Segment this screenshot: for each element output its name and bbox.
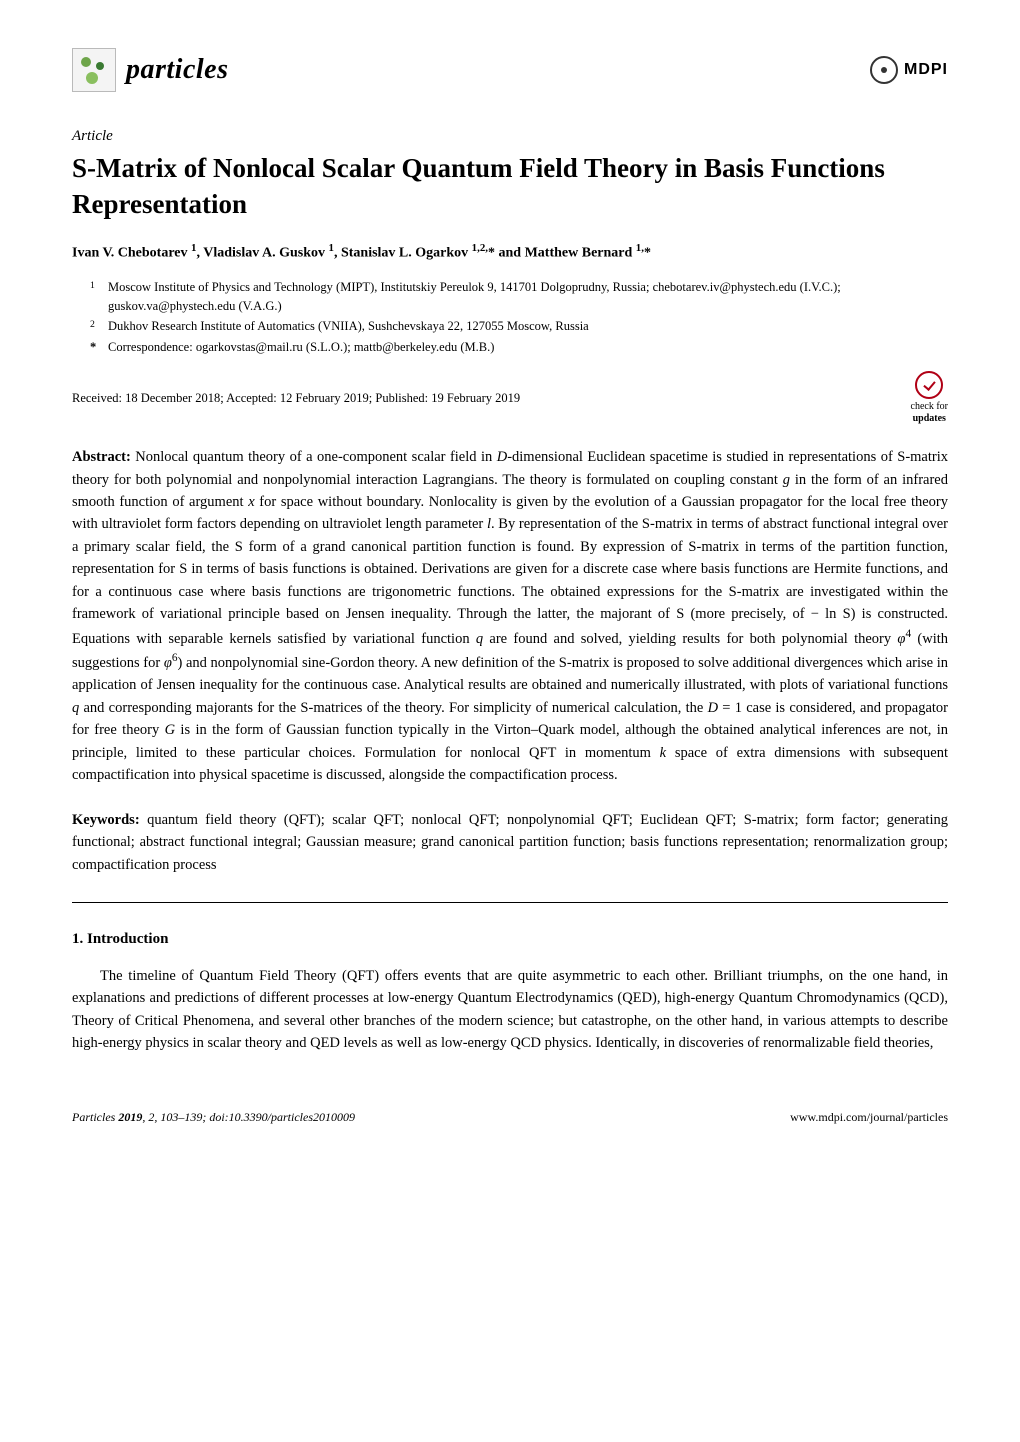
footer-url: www.mdpi.com/journal/particles	[790, 1109, 948, 1126]
check-for-updates-badge[interactable]: check for updates	[911, 371, 948, 424]
section-heading: 1. Introduction	[72, 929, 948, 951]
footer-citation: Particles 2019, 2, 103–139; doi:10.3390/…	[72, 1109, 355, 1126]
publisher-block: MDPI	[870, 56, 948, 84]
keywords-label: Keywords:	[72, 812, 140, 828]
affiliation-row: * Correspondence: ogarkovstas@mail.ru (S…	[90, 338, 948, 357]
affiliation-row: 2 Dukhov Research Institute of Automatic…	[90, 317, 948, 336]
correspondence-marker: *	[90, 338, 100, 357]
updates-check-icon	[915, 371, 943, 399]
updates-label-bottom: updates	[911, 413, 948, 425]
keywords-block: Keywords: quantum field theory (QFT); sc…	[72, 809, 948, 876]
affiliation-number: 1	[90, 278, 100, 317]
dates-row: Received: 18 December 2018; Accepted: 12…	[72, 371, 948, 424]
article-title: S-Matrix of Nonlocal Scalar Quantum Fiel…	[72, 150, 948, 223]
mdpi-logo-icon	[870, 56, 898, 84]
abstract-block: Abstract: Nonlocal quantum theory of a o…	[72, 446, 948, 787]
page-footer: Particles 2019, 2, 103–139; doi:10.3390/…	[72, 1109, 948, 1126]
affiliation-number: 2	[90, 317, 100, 336]
updates-label-top: check for	[911, 401, 948, 413]
article-type-label: Article	[72, 126, 948, 148]
journal-logo-icon	[72, 48, 116, 92]
divider	[72, 902, 948, 903]
abstract-text: Nonlocal quantum theory of a one-compone…	[72, 449, 948, 783]
page-header: particles MDPI	[72, 48, 948, 92]
publisher-name: MDPI	[904, 58, 948, 81]
affiliation-text: Moscow Institute of Physics and Technolo…	[108, 278, 948, 317]
affiliations-block: 1 Moscow Institute of Physics and Techno…	[72, 278, 948, 358]
abstract-label: Abstract:	[72, 449, 131, 465]
publication-dates: Received: 18 December 2018; Accepted: 12…	[72, 389, 520, 407]
correspondence-text: Correspondence: ogarkovstas@mail.ru (S.L…	[108, 338, 494, 357]
authors-line: Ivan V. Chebotarev 1, Vladislav A. Gusko…	[72, 241, 948, 264]
journal-name: particles	[126, 50, 229, 91]
affiliation-row: 1 Moscow Institute of Physics and Techno…	[90, 278, 948, 317]
keywords-text: quantum field theory (QFT); scalar QFT; …	[72, 812, 948, 873]
affiliation-text: Dukhov Research Institute of Automatics …	[108, 317, 589, 336]
intro-paragraph: The timeline of Quantum Field Theory (QF…	[72, 965, 948, 1055]
journal-block: particles	[72, 48, 229, 92]
